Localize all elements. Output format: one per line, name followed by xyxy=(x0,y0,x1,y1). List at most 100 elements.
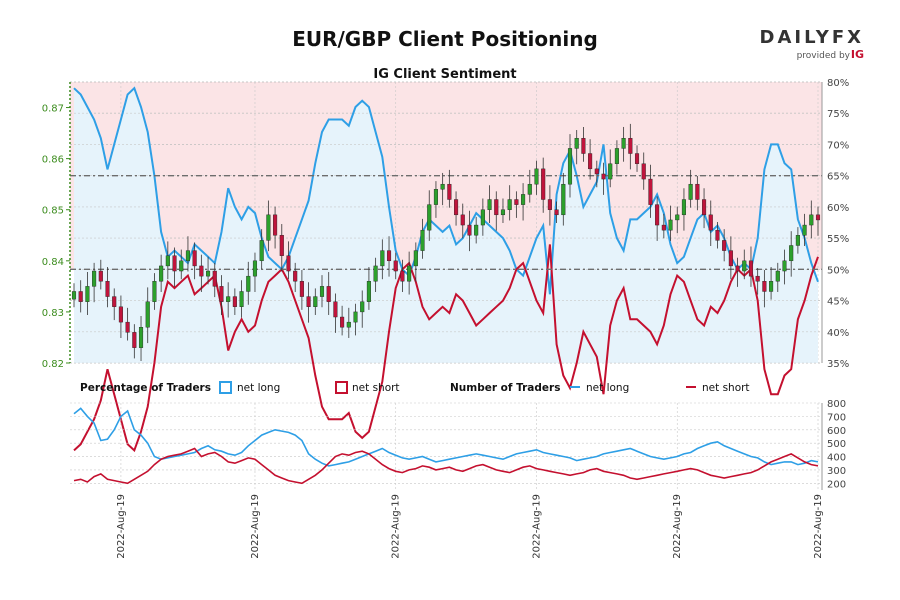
candle-body xyxy=(407,265,412,282)
candle-body xyxy=(715,229,720,241)
x-tick-label: 2022-Aug-19 xyxy=(391,494,402,559)
candle-body xyxy=(554,209,559,216)
candle-body xyxy=(561,183,566,216)
x-tick-label: 2022-Aug-19 xyxy=(672,494,683,559)
candle-body xyxy=(661,224,666,231)
x-tick-label: 2022-Aug-19 xyxy=(116,494,127,559)
candle-body xyxy=(547,199,552,210)
num-long-line xyxy=(73,407,819,467)
candle-body xyxy=(487,199,492,210)
legend-pct-long: net long xyxy=(237,382,280,394)
bottom-tick-label: 200 xyxy=(827,479,846,490)
candle-body xyxy=(541,168,546,200)
candle-body xyxy=(118,306,123,323)
legend-num-long: net long xyxy=(586,382,629,394)
candle-body xyxy=(621,137,626,149)
right-tick-label: 75% xyxy=(827,109,849,120)
legend-pct-long-swatch xyxy=(219,381,232,394)
right-tick-label: 35% xyxy=(827,359,849,370)
left-tick-label: 0.86 xyxy=(42,155,64,166)
candle-body xyxy=(279,235,284,256)
net-long-line xyxy=(73,86,819,295)
legend-pct-short: net short xyxy=(352,382,400,394)
right-tick-label: 60% xyxy=(827,203,849,214)
candle-body xyxy=(192,250,197,267)
candle-body xyxy=(748,260,754,277)
candle-body xyxy=(366,281,371,302)
bottom-tick-label: 700 xyxy=(827,412,846,423)
candle-body xyxy=(386,250,392,262)
candle-body xyxy=(299,281,304,297)
candle-body xyxy=(138,327,144,348)
candle-body xyxy=(628,137,633,154)
candle-body xyxy=(521,194,526,205)
candle-body xyxy=(172,255,177,272)
trader-count-panel: 200 300 400 500 600 700 800 xyxy=(70,399,846,490)
candle-body xyxy=(534,168,539,185)
candle-body xyxy=(702,199,707,216)
x-tick-label: 2022-Aug-19 xyxy=(813,494,824,559)
left-tick-label: 0.84 xyxy=(42,257,64,268)
candle-body xyxy=(266,214,271,241)
right-tick-label: 40% xyxy=(827,328,849,339)
candle-body xyxy=(708,214,713,231)
candle-body xyxy=(755,275,760,282)
bottom-gridlines xyxy=(70,402,822,490)
candle-body xyxy=(447,183,452,200)
net-long-area xyxy=(74,88,818,363)
candle-body xyxy=(239,291,244,307)
candle-body xyxy=(494,199,499,216)
brand-ig: IG xyxy=(851,48,864,61)
candle-body xyxy=(815,214,821,221)
candle-body xyxy=(400,270,405,282)
candle-body xyxy=(762,281,767,292)
right-tick-label: 80% xyxy=(827,78,849,89)
candle-body xyxy=(668,219,673,231)
bottom-tick-label: 500 xyxy=(827,439,846,450)
candle-body xyxy=(581,137,586,154)
candle-body xyxy=(78,291,83,302)
candle-body xyxy=(420,229,425,251)
candle-body xyxy=(199,265,204,277)
candle-body xyxy=(105,281,110,297)
candle-body xyxy=(809,214,814,226)
candle-body xyxy=(373,265,378,282)
candle-body xyxy=(212,270,217,287)
candle-body xyxy=(380,250,385,267)
candle-body xyxy=(675,214,680,221)
candle-body xyxy=(480,209,485,226)
left-tick-label: 0.83 xyxy=(42,308,64,319)
right-tick-label: 65% xyxy=(827,172,849,183)
legend-num-short: net short xyxy=(702,382,750,394)
candle-body xyxy=(259,240,264,262)
bottom-tick-label: 600 xyxy=(827,426,846,437)
candle-body xyxy=(514,199,519,205)
candle-body xyxy=(735,265,740,272)
bottom-tick-label: 400 xyxy=(827,453,846,464)
candle-body xyxy=(98,270,103,282)
bottom-axis-ticks: 200 300 400 500 600 700 800 xyxy=(827,399,846,490)
candle-body xyxy=(232,296,237,307)
candle-body xyxy=(85,286,90,302)
candle-body xyxy=(152,281,157,302)
chart-subtitle: IG Client Sentiment xyxy=(373,67,516,82)
candle-body xyxy=(413,250,418,267)
dailyfx-logo: DAILYFX provided by IG xyxy=(760,27,864,61)
candle-body xyxy=(474,224,479,236)
candle-body xyxy=(467,224,472,236)
candle-body xyxy=(601,173,606,180)
candle-body xyxy=(393,260,398,272)
candle-body xyxy=(132,332,137,348)
candle-body xyxy=(802,224,807,236)
candle-body xyxy=(246,275,251,292)
candle-body xyxy=(588,153,593,170)
candle-body xyxy=(353,311,358,323)
candle-body xyxy=(306,296,311,307)
bottom-tick-label: 800 xyxy=(827,399,846,410)
candle-body xyxy=(527,183,532,195)
candle-body xyxy=(319,286,325,297)
candle-body xyxy=(648,178,653,205)
candle-body xyxy=(360,301,365,313)
candle-body xyxy=(71,291,77,300)
